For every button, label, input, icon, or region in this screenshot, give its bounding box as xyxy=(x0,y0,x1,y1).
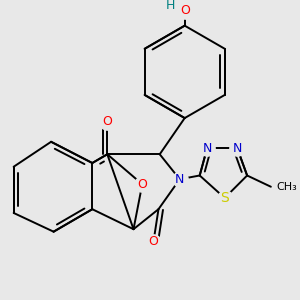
Text: N: N xyxy=(232,142,242,154)
Text: N: N xyxy=(175,173,184,186)
Text: S: S xyxy=(220,191,229,205)
Text: H: H xyxy=(166,0,175,12)
Text: O: O xyxy=(180,4,190,17)
Text: O: O xyxy=(137,178,147,191)
Text: CH₃: CH₃ xyxy=(276,182,297,192)
Text: O: O xyxy=(148,235,158,248)
Text: O: O xyxy=(102,115,112,128)
Text: N: N xyxy=(202,142,212,154)
